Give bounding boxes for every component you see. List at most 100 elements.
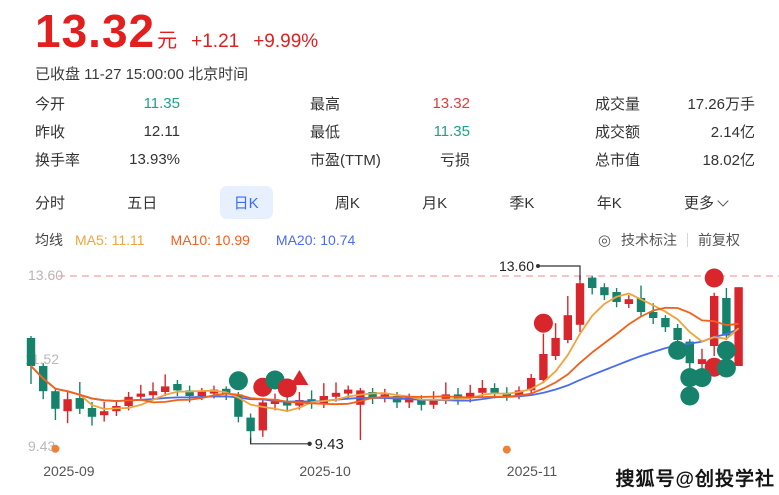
stat-high: 最高 13.32 <box>310 89 470 117</box>
ma20-legend: MA20: 10.74 <box>275 232 356 248</box>
candle-body <box>527 378 536 391</box>
candle-body <box>161 386 170 392</box>
stat-open: 今开 11.35 <box>35 89 180 117</box>
candle-body <box>661 318 670 328</box>
ma5-legend: MA5: 11.11 <box>75 232 145 248</box>
chart-label: 9.43 <box>28 438 55 454</box>
ma10-line <box>30 306 739 406</box>
candle-body <box>173 384 182 391</box>
candle-body <box>197 391 206 396</box>
candle-body <box>539 354 548 380</box>
currency-unit: 元 <box>157 30 178 52</box>
chevron-down-icon <box>717 194 729 207</box>
high-annotation-dot <box>536 264 540 268</box>
event-marker-triangle <box>290 370 309 385</box>
candle-body <box>283 400 292 406</box>
candle-body <box>185 390 194 396</box>
chart-label: 2025-10 <box>299 463 351 479</box>
stat-value: 13.32 <box>432 94 470 112</box>
candle-body <box>685 341 694 364</box>
candle-body <box>51 391 60 409</box>
candle-body <box>551 338 560 356</box>
candle-body <box>722 298 731 336</box>
candle-body <box>148 391 158 396</box>
stat-value: 2.14亿 <box>710 123 755 141</box>
candle-body <box>258 402 267 431</box>
stat-value: 18.02亿 <box>702 151 755 169</box>
stat-value: 亏损 <box>439 151 470 169</box>
chart-label: 9.43 <box>315 436 344 453</box>
stat-low: 最低 11.35 <box>310 117 470 145</box>
candle-body <box>514 390 524 396</box>
event-marker-circle <box>680 386 700 406</box>
watermark: 搜狐号@创投学社 <box>615 469 775 490</box>
ma10-legend: MA10: 10.99 <box>170 232 250 248</box>
stat-label: 成交额 <box>595 123 641 141</box>
period-tabs: 分时 五日 日K 周K 月K 季K 年K 更多 <box>35 186 729 219</box>
event-marker-dot <box>502 445 511 454</box>
tab-yearly-k[interactable]: 年K <box>596 195 622 212</box>
ma-title: 均线 <box>35 232 63 248</box>
chart-label: 2025-09 <box>43 463 95 479</box>
last-price: 13.32 <box>35 5 156 57</box>
stat-pe-ttm: 市盈(TTM) 亏损 <box>310 145 470 173</box>
candle-body <box>368 392 377 399</box>
event-marker-circle <box>716 340 736 360</box>
adjust-mode-button[interactable]: 前复权 <box>698 232 740 248</box>
ma-legend-row: 均线 MA5: 11.11 MA10: 10.99 MA20: 10.74 ◎ … <box>35 230 740 250</box>
candle-body <box>600 287 609 296</box>
stat-prev-close: 昨收 12.11 <box>35 117 180 145</box>
high-annotation-line <box>538 265 581 280</box>
tab-more-label: 更多 <box>683 195 714 212</box>
stat-label: 总市值 <box>595 151 641 169</box>
chart-label: 13.60 <box>499 258 534 274</box>
candle-body <box>490 388 499 393</box>
candle-body <box>63 399 72 412</box>
event-marker-circle <box>716 358 736 378</box>
candle-body <box>75 398 84 409</box>
candle-body <box>636 298 646 312</box>
technical-annotation-button[interactable]: 技术标注 <box>621 232 677 248</box>
low-annotation-line <box>250 437 310 445</box>
tab-monthly-k[interactable]: 月K <box>422 195 448 212</box>
chart-tools: ◎ 技术标注 前复权 <box>598 230 740 250</box>
candle-body <box>734 287 743 366</box>
vertical-divider <box>687 233 688 247</box>
stat-turnover-rate: 换手率 13.93% <box>35 145 180 173</box>
tab-weekly-k[interactable]: 周K <box>334 195 360 212</box>
tab-five-day[interactable]: 五日 <box>127 195 158 212</box>
candle-body <box>466 392 475 398</box>
stat-value: 13.93% <box>129 150 180 168</box>
candle-body <box>575 283 585 325</box>
stat-label: 成交量 <box>595 95 641 113</box>
tab-more[interactable]: 更多 <box>683 186 729 219</box>
event-marker-circle <box>704 268 724 288</box>
event-marker-dot <box>51 444 60 453</box>
candle-body <box>417 399 426 405</box>
stat-volume: 成交量 17.26万手 <box>595 89 755 117</box>
candle-body <box>697 359 707 364</box>
candle-body <box>87 408 97 417</box>
stat-value: 11.35 <box>433 122 470 140</box>
stats-column-2: 最高 13.32 最低 11.35 市盈(TTM) 亏损 <box>310 89 470 173</box>
tab-quarterly-k[interactable]: 季K <box>509 195 535 212</box>
tab-minute[interactable]: 分时 <box>35 195 66 212</box>
candle-body <box>26 338 36 366</box>
candle-body <box>100 411 109 416</box>
low-annotation-dot <box>307 441 312 446</box>
chart-label: 13.60 <box>28 267 63 283</box>
stat-label: 今开 <box>35 95 66 113</box>
event-marker-circle <box>228 371 248 391</box>
candle-body <box>234 394 243 417</box>
stat-value: 12.11 <box>143 122 180 140</box>
tab-daily-k[interactable]: 日K <box>219 186 273 219</box>
price-change-percent: +9.99% <box>253 31 319 52</box>
candle-body <box>673 328 682 340</box>
candle-body <box>624 299 633 304</box>
stat-value: 17.26万手 <box>687 95 755 113</box>
stats-column-3: 成交量 17.26万手 成交额 2.14亿 总市值 18.02亿 <box>595 89 755 173</box>
candle-body <box>588 277 597 288</box>
event-marker-circle <box>668 340 688 360</box>
